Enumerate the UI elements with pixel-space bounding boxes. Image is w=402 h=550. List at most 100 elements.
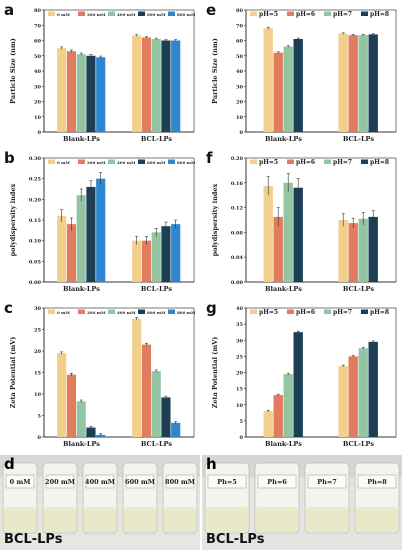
y-tick-label: 0.10 bbox=[29, 239, 42, 245]
legend-swatch bbox=[138, 309, 145, 314]
x-tick-label: BCL-LPs bbox=[141, 135, 173, 143]
plot-frame bbox=[245, 157, 397, 283]
legend-swatch bbox=[48, 309, 55, 314]
vial-label-tag bbox=[125, 474, 155, 489]
bar-f-1-1 bbox=[348, 223, 358, 282]
x-tick-label: Blank-LPs bbox=[63, 285, 100, 293]
vial-label-text: 200 mM bbox=[45, 478, 75, 486]
bar-a-1-2 bbox=[151, 38, 161, 132]
y-tick-label: 0 bbox=[38, 435, 42, 441]
legend-swatch bbox=[168, 159, 175, 164]
y-tick-label: 30 bbox=[34, 84, 41, 90]
y-tick-label: 70 bbox=[34, 23, 41, 29]
legend-label: 600 mM bbox=[147, 160, 166, 165]
bar-b-0-1 bbox=[66, 224, 77, 282]
y-tick-label: 0 bbox=[240, 130, 244, 136]
y-tick-label: 40 bbox=[236, 306, 243, 312]
y-tick-label: 0.08 bbox=[231, 230, 244, 236]
x-tick-label: Blank-LPs bbox=[63, 135, 100, 143]
legend-label: pH=5 bbox=[259, 309, 278, 316]
vial-liquid bbox=[356, 507, 398, 532]
y-tick-label: 50 bbox=[236, 54, 243, 60]
bar-g-1-0 bbox=[338, 366, 348, 437]
y-tick-label: 0.00 bbox=[29, 280, 42, 286]
bar-b-0-2 bbox=[76, 195, 86, 282]
bar-c-0-3 bbox=[86, 427, 96, 437]
legend-c: 0 mM 200 mM 400 mM 600 mM 800 mM bbox=[48, 309, 196, 315]
legend-label: pH=7 bbox=[333, 11, 352, 18]
bar-c-1-0 bbox=[132, 318, 142, 437]
bar-f-0-3 bbox=[293, 187, 303, 282]
photo-caption-h: BCL-LPs bbox=[206, 532, 265, 547]
legend-swatch bbox=[324, 309, 331, 314]
y-tick-label: 80 bbox=[34, 8, 41, 14]
y-tick-label: 0.05 bbox=[29, 259, 42, 265]
y-tick-label: 5 bbox=[38, 414, 42, 420]
bar-a-0-1 bbox=[66, 51, 77, 132]
vials-photo-h: Ph=5 Ph=6 Ph=7 Ph=8 bbox=[202, 455, 402, 550]
vial-label-text: Ph=7 bbox=[317, 478, 337, 486]
y-tick-label: 25 bbox=[34, 328, 41, 334]
y-tick-label: 15 bbox=[236, 387, 243, 393]
vial-liquid bbox=[124, 507, 156, 532]
legend-swatch bbox=[168, 11, 175, 16]
vial-label-text: 800 mM bbox=[165, 478, 195, 486]
bar-a-1-4 bbox=[171, 40, 181, 132]
vial-liquid bbox=[164, 507, 196, 532]
bar-b-1-2 bbox=[151, 232, 161, 282]
legend-swatch bbox=[108, 309, 115, 314]
bar-b-1-4 bbox=[171, 224, 181, 282]
bar-g-1-3 bbox=[368, 341, 378, 437]
bar-a-0-2 bbox=[76, 54, 86, 132]
y-tick-label: 0.20 bbox=[231, 156, 244, 162]
y-tick-label: 40 bbox=[236, 69, 243, 75]
y-tick-label: 30 bbox=[236, 338, 243, 344]
legend-swatch bbox=[138, 11, 145, 16]
chart-c: c 0 5 10 15 20 25 30 Zeta Potential (mV) Blank-LP… bbox=[4, 299, 196, 448]
vial-label-tag bbox=[45, 474, 75, 489]
bar-b-1-3 bbox=[161, 226, 171, 282]
x-tick-label: Blank-LPs bbox=[265, 285, 302, 293]
photo-panel-d: 0 mM 200 mM 400 mM 600 mM 800 mM d BCL-LPs bbox=[0, 455, 200, 550]
photo-panel-h: Ph=5 Ph=6 Ph=7 Ph=8 h BCL-LPs bbox=[202, 455, 402, 550]
legend-swatch bbox=[138, 159, 145, 164]
y-tick-label: 30 bbox=[236, 84, 243, 90]
y-tick-label: 10 bbox=[34, 392, 41, 398]
panel-letter-f: f bbox=[206, 149, 213, 167]
legend-label: pH=8 bbox=[370, 159, 389, 166]
bar-c-1-2 bbox=[151, 371, 161, 437]
legend-swatch bbox=[108, 159, 115, 164]
vial-label-tag bbox=[207, 474, 247, 489]
legend-swatch bbox=[250, 159, 257, 164]
y-tick-label: 20 bbox=[236, 100, 243, 106]
vial-label-text: Ph=6 bbox=[267, 478, 287, 486]
bar-a-0-4 bbox=[96, 57, 106, 132]
legend-swatch bbox=[324, 11, 331, 16]
y-tick-label: 70 bbox=[236, 23, 243, 29]
y-tick-label: 0.20 bbox=[29, 197, 42, 203]
legend-swatch bbox=[168, 309, 175, 314]
y-tick-label: 0.00 bbox=[231, 280, 244, 286]
y-tick-label: 20 bbox=[34, 100, 41, 106]
legend-label: pH=8 bbox=[370, 309, 389, 316]
y-tick-label: 30 bbox=[34, 306, 41, 312]
legend-label: 800 mM bbox=[177, 310, 196, 315]
bar-a-1-1 bbox=[141, 37, 152, 133]
vial-label-tag bbox=[307, 474, 347, 489]
bar-c-1-1 bbox=[141, 344, 152, 437]
bar-e-0-0 bbox=[263, 28, 273, 132]
bar-c-0-1 bbox=[66, 374, 77, 437]
y-tick-label: 60 bbox=[34, 39, 41, 45]
bar-e-0-1 bbox=[273, 52, 283, 133]
chart-e: e 0 10 20 30 40 50 60 70 80 Particle Size (nm) Blan… bbox=[206, 1, 397, 143]
x-tick-label: BCL-LPs bbox=[141, 285, 173, 293]
x-tick-label: BCL-LPs bbox=[141, 440, 173, 448]
legend-label: 200 mM bbox=[87, 310, 106, 315]
panel-letter-h: h bbox=[206, 455, 217, 473]
bar-g-0-2 bbox=[283, 374, 293, 437]
bar-c-0-0 bbox=[57, 353, 67, 437]
legend-label: 800 mM bbox=[177, 12, 196, 17]
legend-label: 400 mM bbox=[117, 12, 136, 17]
legend-label: 0 mM bbox=[57, 310, 70, 315]
legend-swatch bbox=[48, 11, 55, 16]
